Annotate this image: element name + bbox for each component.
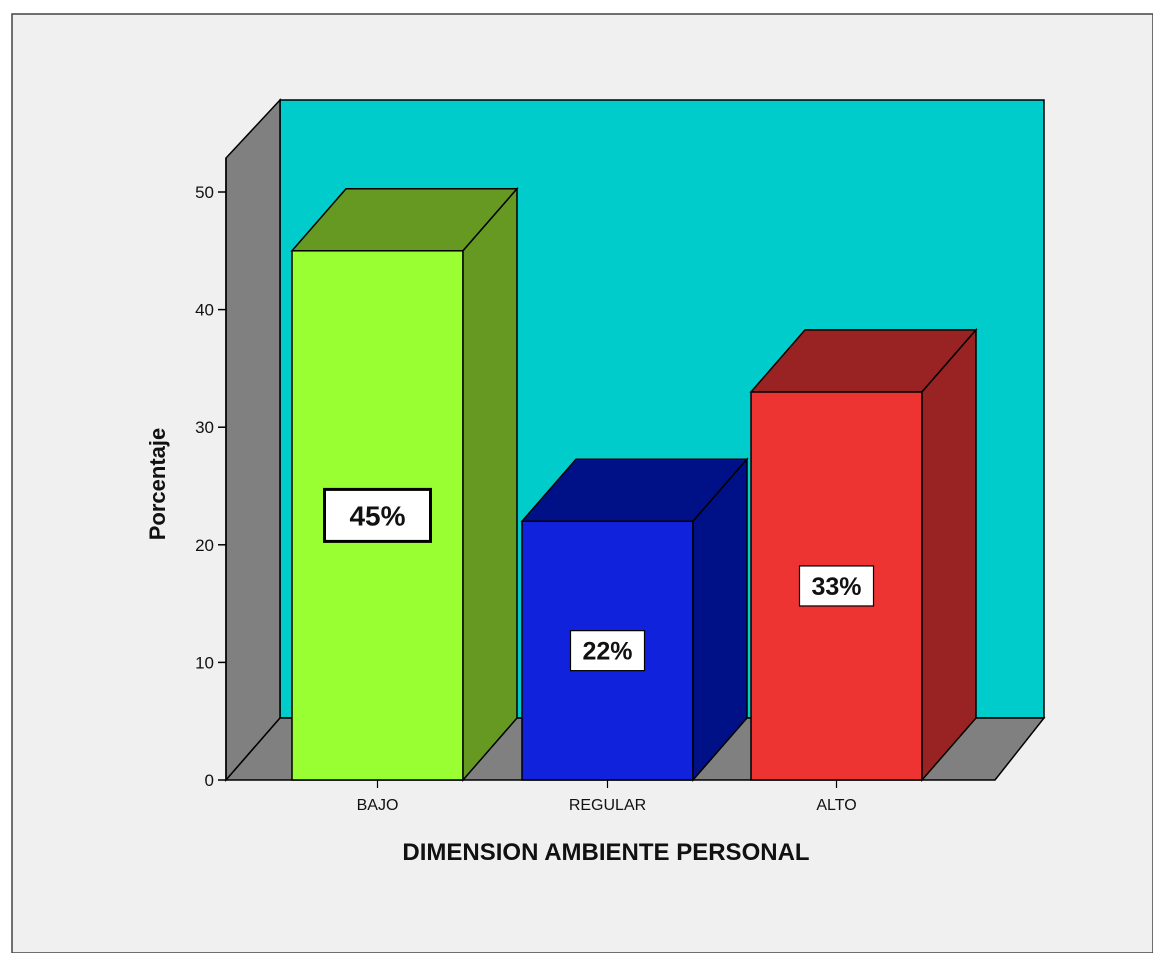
y-tick-label: 20 — [195, 536, 214, 555]
y-tick-label: 10 — [195, 653, 214, 672]
x-tick-label: ALTO — [816, 797, 856, 814]
bar-alto: 33% — [749, 327, 978, 783]
y-tick-label: 0 — [205, 771, 214, 790]
data-label-box — [569, 630, 646, 672]
data-label-box — [323, 487, 432, 543]
bar-side — [692, 457, 748, 783]
side-wall — [225, 98, 281, 783]
x-tick-label: REGULAR — [569, 797, 646, 814]
data-label: 45% — [349, 500, 405, 531]
bar-side — [462, 186, 518, 783]
x-axis-title: DIMENSION AMBIENTE PERSONAL — [402, 839, 809, 866]
data-label-box — [798, 565, 875, 607]
data-label: 33% — [811, 573, 861, 601]
x-tick-label: BAJO — [357, 797, 399, 814]
bar-regular: 22% — [520, 457, 749, 783]
data-label: 22% — [582, 638, 632, 666]
y-axis-title: Porcentaje — [145, 428, 170, 541]
bar-side — [921, 327, 977, 783]
y-tick-label: 40 — [195, 301, 214, 320]
y-tick-label: 50 — [195, 183, 214, 202]
y-tick-label: 30 — [195, 418, 214, 437]
bar-bajo: 45% — [290, 186, 519, 783]
